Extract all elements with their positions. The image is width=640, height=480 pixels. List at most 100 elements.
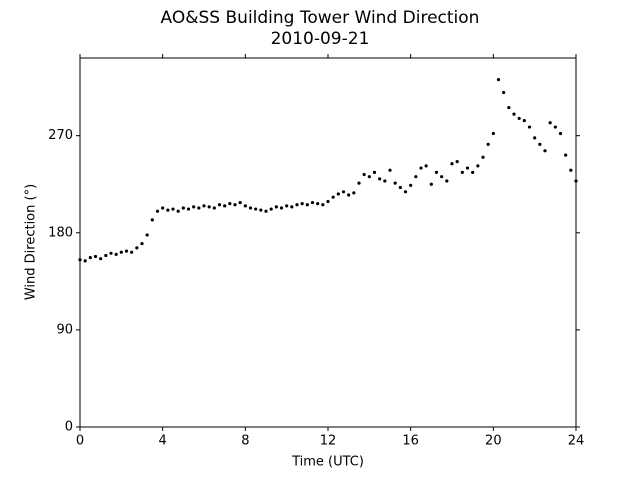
data-point — [233, 203, 237, 207]
data-point — [574, 179, 578, 183]
data-point — [88, 256, 92, 260]
data-point — [553, 125, 557, 129]
data-point — [290, 205, 294, 209]
x-axis-label: Time (UTC) — [291, 455, 364, 470]
data-point — [383, 179, 387, 183]
data-point — [78, 258, 82, 262]
data-point — [99, 257, 103, 261]
data-point — [336, 192, 340, 196]
data-point — [254, 207, 258, 211]
data-point — [279, 206, 284, 210]
data-point — [522, 118, 526, 123]
data-point — [166, 208, 170, 212]
data-point — [403, 190, 408, 194]
data-point — [285, 204, 289, 208]
data-point — [217, 203, 222, 207]
y-tick-label: 180 — [48, 225, 73, 240]
plot-frame — [79, 57, 577, 428]
data-point — [300, 202, 304, 206]
data-point — [533, 136, 537, 140]
data-point — [238, 200, 242, 205]
x-tick-label: 8 — [241, 434, 249, 449]
data-point — [161, 206, 165, 210]
data-point — [310, 200, 315, 205]
x-tick-label: 0 — [76, 434, 84, 449]
data-point — [357, 181, 361, 185]
x-tick-label: 12 — [320, 434, 337, 449]
data-point — [502, 90, 506, 95]
data-point — [569, 168, 573, 172]
data-point — [460, 170, 464, 174]
data-point — [212, 206, 216, 210]
data-point — [455, 159, 459, 164]
data-point — [347, 193, 351, 197]
data-point — [419, 166, 423, 170]
data-point — [393, 181, 397, 185]
y-tick-label: 90 — [56, 322, 73, 337]
data-point — [367, 175, 371, 179]
data-point — [181, 206, 185, 210]
data-point — [269, 207, 273, 211]
data-point — [223, 204, 227, 208]
data-point — [372, 170, 377, 174]
data-point — [264, 209, 268, 213]
data-point — [119, 250, 123, 254]
data-point — [248, 206, 253, 210]
data-point — [207, 205, 211, 209]
data-point — [486, 142, 490, 146]
data-point — [321, 203, 325, 207]
data-point — [398, 185, 402, 190]
data-point — [316, 202, 320, 206]
data-point — [326, 199, 330, 204]
data-point — [481, 155, 485, 159]
y-axis-label: Wind Direction (°) — [24, 184, 39, 300]
data-point — [171, 207, 175, 211]
data-point — [145, 233, 149, 237]
data-point — [259, 208, 263, 212]
data-point — [109, 251, 113, 255]
data-point — [150, 218, 154, 222]
data-point — [140, 241, 144, 246]
data-point — [476, 164, 480, 168]
data-point — [114, 252, 118, 256]
data-point — [424, 164, 428, 168]
data-point — [93, 254, 98, 259]
data-point — [517, 116, 521, 121]
data-point — [558, 131, 563, 136]
data-point — [378, 177, 382, 181]
data-point — [228, 202, 232, 206]
data-point — [362, 172, 366, 177]
data-point — [471, 170, 475, 174]
data-point — [538, 142, 542, 146]
data-point — [192, 205, 196, 209]
data-point — [274, 205, 278, 209]
data-point — [243, 204, 247, 208]
data-point — [341, 190, 346, 194]
data-point — [130, 250, 134, 254]
data-point — [465, 166, 470, 170]
data-point — [83, 259, 87, 263]
data-point — [564, 153, 568, 157]
data-point — [414, 175, 418, 179]
data-point — [388, 168, 392, 172]
chart-subtitle: 2010-09-21 — [271, 29, 370, 49]
data-point — [496, 77, 501, 82]
x-tick-label: 20 — [485, 434, 502, 449]
data-point — [429, 182, 433, 186]
data-point — [409, 183, 413, 187]
data-point — [186, 207, 191, 211]
data-point — [124, 249, 129, 253]
data-point — [440, 175, 444, 179]
data-point — [352, 191, 356, 195]
y-tick-label: 270 — [48, 128, 73, 143]
data-point — [104, 253, 108, 258]
data-point — [202, 204, 206, 208]
data-point — [305, 203, 309, 207]
data-point — [507, 106, 511, 110]
data-point — [491, 131, 495, 136]
x-tick-label: 24 — [568, 434, 585, 449]
data-point — [512, 112, 516, 116]
data-point — [548, 121, 552, 125]
data-point — [527, 125, 532, 129]
